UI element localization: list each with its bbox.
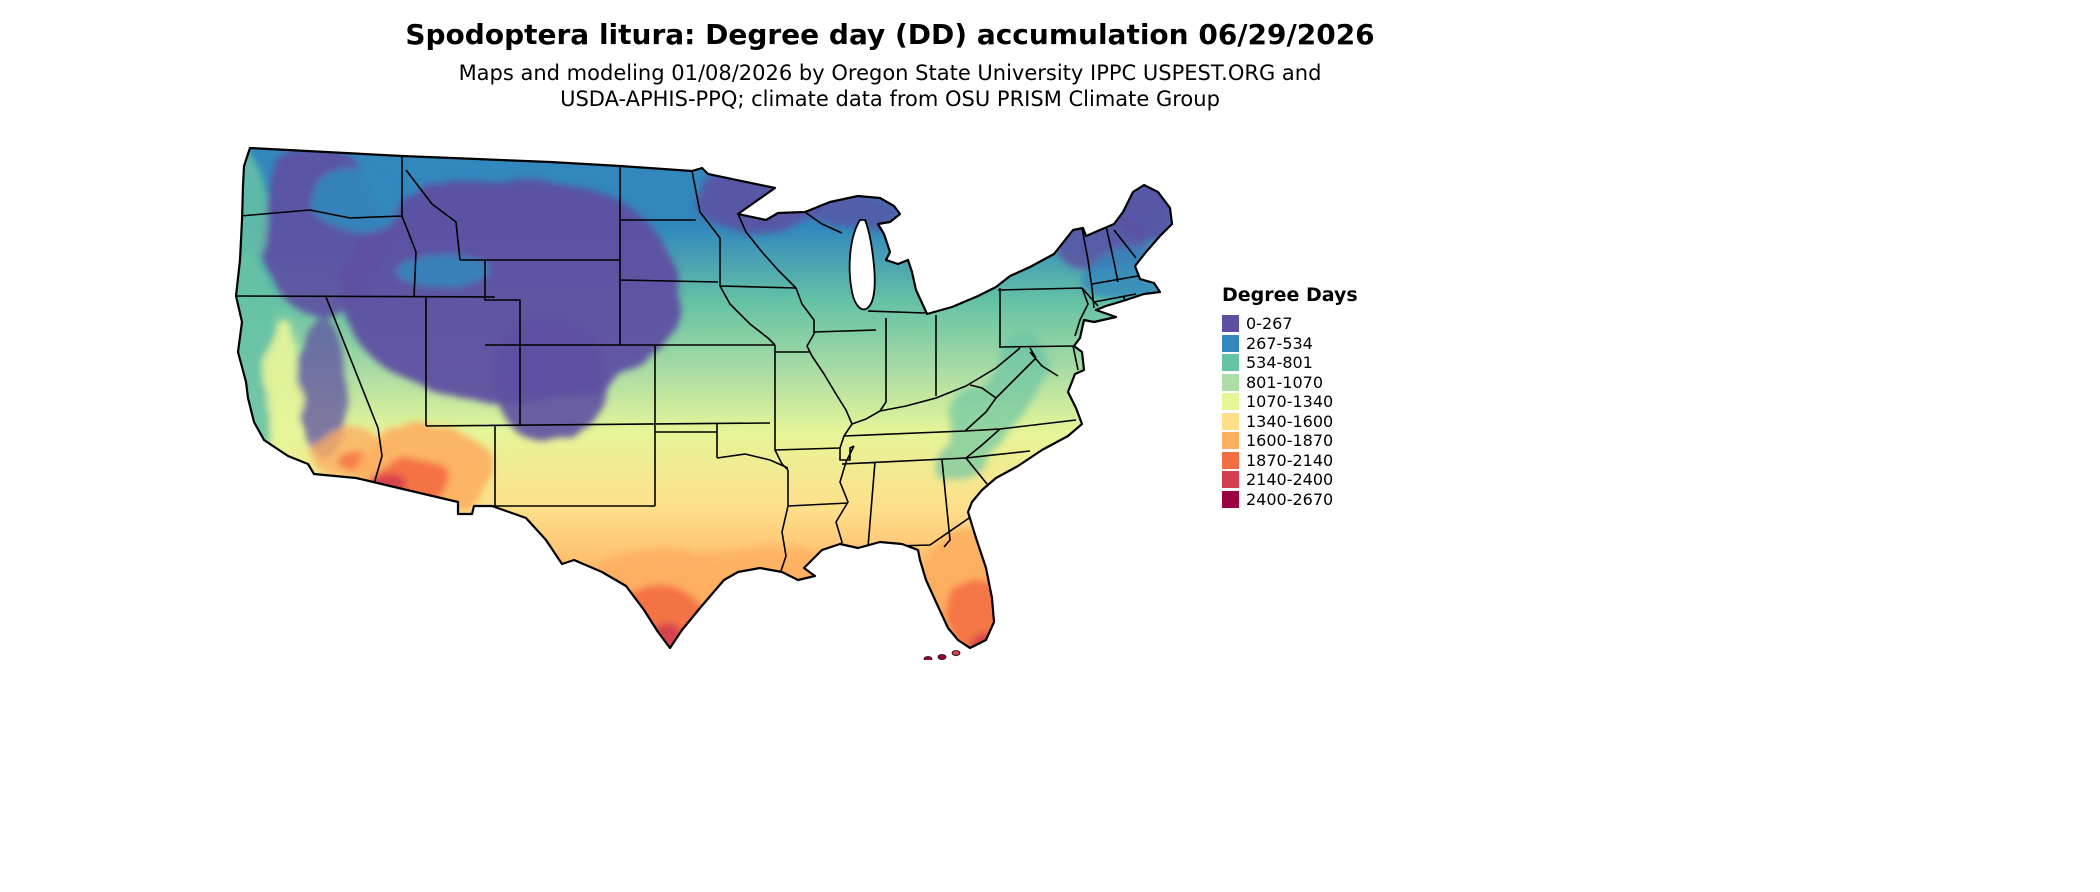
- legend-entry: 1070-1340: [1222, 392, 1392, 411]
- map-title: Spodoptera litura: Degree day (DD) accum…: [405, 18, 1375, 51]
- legend-label: 1870-2140: [1246, 450, 1334, 470]
- map-subtitle: Maps and modeling 01/08/2026 by Oregon S…: [0, 60, 1780, 112]
- us-map: [230, 140, 1190, 662]
- lake-michigan: [848, 219, 876, 311]
- legend: Degree Days 0-267 267-534 534-801 801-1070 1…: [1222, 284, 1392, 509]
- legend-swatch: [1222, 432, 1239, 449]
- map-subtitle-line1: Maps and modeling 01/08/2026 by Oregon S…: [458, 61, 1322, 85]
- legend-swatch: [1222, 334, 1239, 352]
- legend-entry: 1870-2140: [1222, 451, 1392, 470]
- us-outline: [234, 146, 1174, 650]
- legend-entry: 1600-1870: [1222, 431, 1392, 450]
- legend-title: Degree Days: [1222, 284, 1358, 306]
- degree-day-raster: [236, 148, 1172, 648]
- legend-swatch: [1222, 490, 1239, 508]
- legend-label: 534-801: [1246, 353, 1313, 372]
- legend-entry: 534-801: [1222, 353, 1392, 372]
- legend-label: 0-267: [1246, 314, 1293, 333]
- legend-label: 801-1070: [1246, 372, 1324, 392]
- legend-swatch: [1222, 373, 1239, 391]
- legend-label: 2140-2400: [1246, 470, 1334, 489]
- legend-swatch: [1222, 393, 1239, 410]
- legend-label: 1600-1870: [1246, 431, 1334, 450]
- legend-entry: 267-534: [1222, 334, 1392, 353]
- legend-swatch: [1222, 315, 1239, 332]
- state-boundaries: [236, 156, 1139, 579]
- legend-entry: 2400-2670: [1222, 490, 1392, 509]
- map-subtitle-line2: USDA-APHIS-PPQ; climate data from OSU PR…: [560, 87, 1220, 111]
- legend-entry: 801-1070: [1222, 373, 1392, 392]
- legend-label: 1070-1340: [1246, 392, 1334, 411]
- legend-label: 1340-1600: [1246, 411, 1334, 431]
- legend-swatch: [1222, 451, 1239, 469]
- legend-swatch: [1222, 354, 1239, 371]
- legend-entry: 2140-2400: [1222, 470, 1392, 489]
- legend-label: 267-534: [1246, 333, 1313, 353]
- legend-entries: 0-267 267-534 534-801 801-1070 1070-1340 1340…: [1222, 314, 1392, 509]
- legend-swatch: [1222, 471, 1239, 488]
- legend-entry: 0-267: [1222, 314, 1392, 333]
- legend-swatch: [1222, 412, 1239, 430]
- us-map-svg: [234, 146, 1174, 662]
- legend-label: 2400-2670: [1246, 489, 1334, 509]
- legend-entry: 1340-1600: [1222, 412, 1392, 431]
- florida-keys: [923, 650, 961, 662]
